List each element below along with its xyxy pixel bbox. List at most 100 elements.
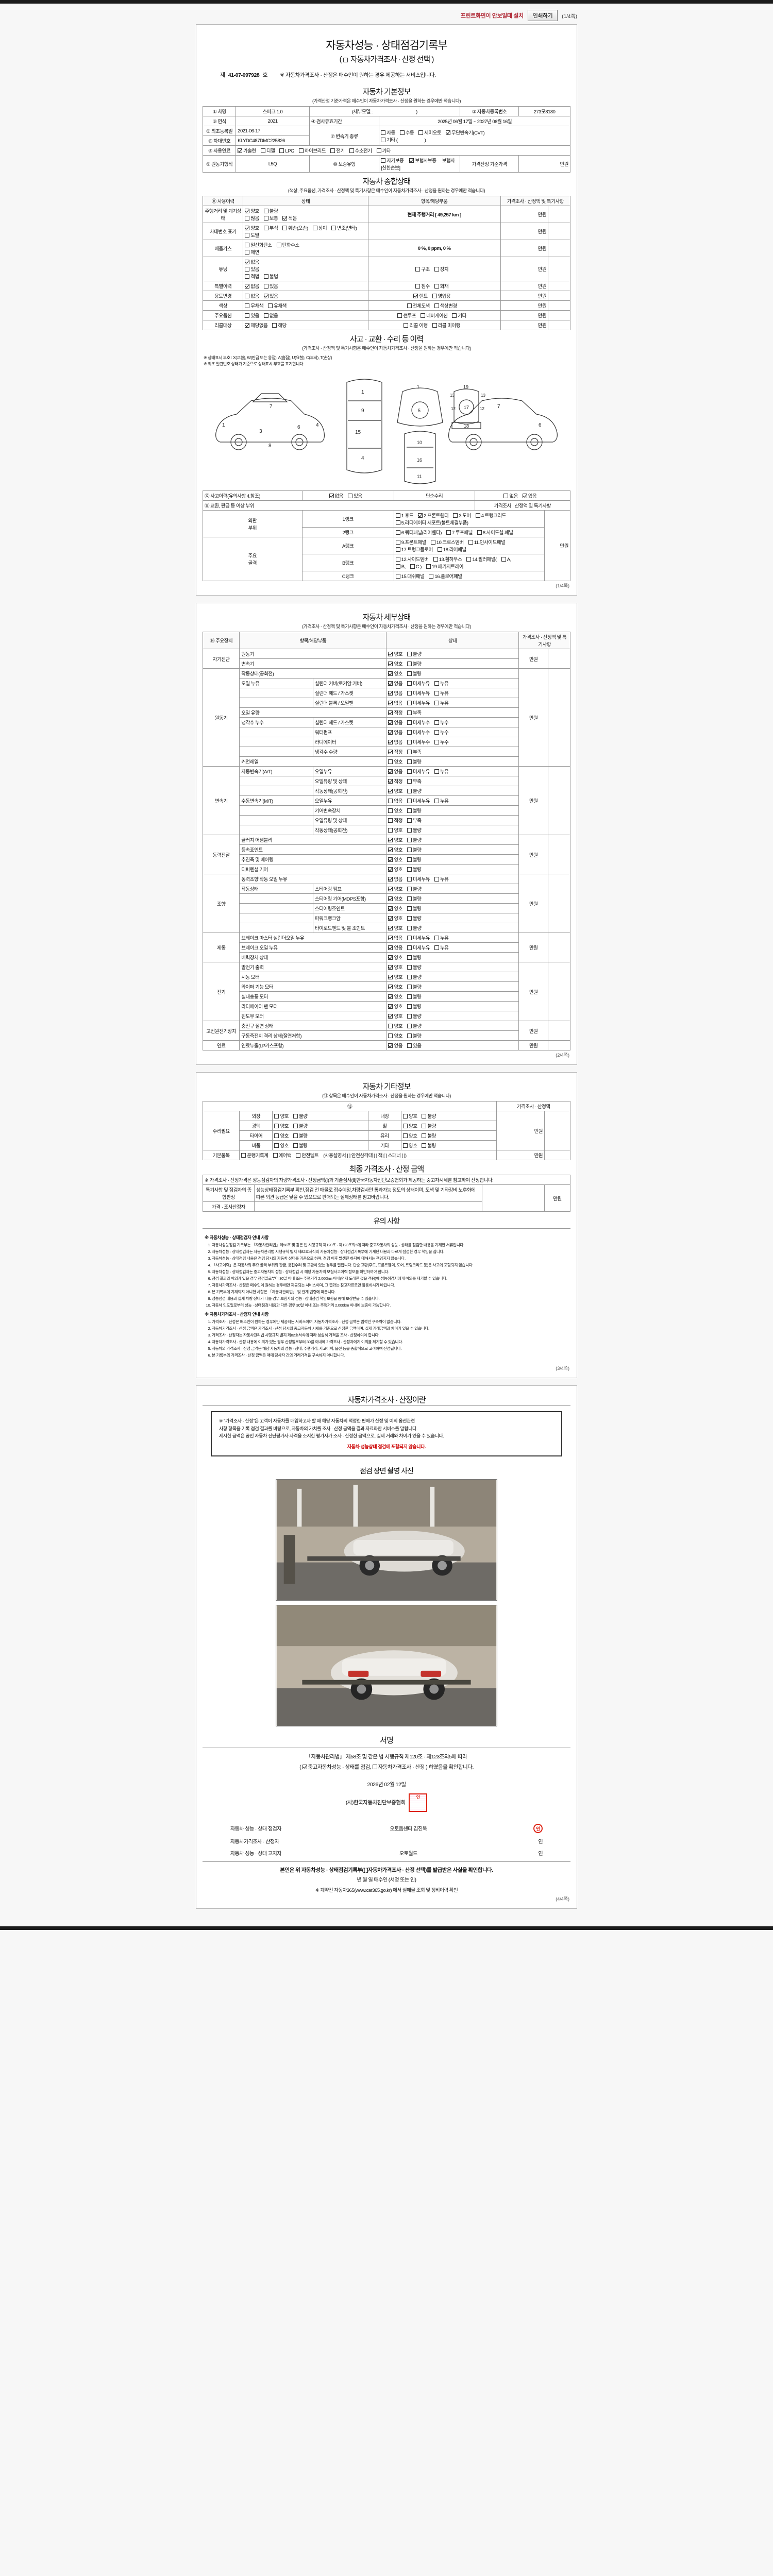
detail-2-1-1-checkbox[interactable]: [407, 779, 412, 784]
etc-a2-1-option[interactable]: 불량: [293, 1132, 308, 1139]
detail-1-8-0-option[interactable]: 적정: [388, 748, 402, 755]
detail-4-0-2-checkbox[interactable]: [434, 877, 439, 882]
detail-4-5-1-option[interactable]: 불량: [407, 924, 422, 931]
detail-2-5-1-option[interactable]: 부족: [407, 817, 422, 824]
detail-7-0-1-option[interactable]: 불량: [407, 1022, 422, 1029]
fuel-4-checkbox[interactable]: [330, 148, 335, 153]
detail-1-3-1-option[interactable]: 미세누유: [407, 699, 430, 706]
detail-2-0-0-checkbox[interactable]: [388, 769, 393, 774]
part-o1-1-option[interactable]: 7.루프패널: [446, 529, 473, 536]
accident-history-1-option[interactable]: 있음: [348, 492, 362, 499]
detail-2-3-1-checkbox[interactable]: [407, 799, 412, 803]
overall-item-6-1-option[interactable]: 색상변경: [434, 302, 457, 309]
detail-3-1-1-checkbox[interactable]: [407, 848, 412, 852]
transmission-2-option[interactable]: 세미오토: [418, 129, 442, 136]
detail-6-0-0-option[interactable]: 양호: [388, 963, 402, 971]
detail-4-2-0-checkbox[interactable]: [388, 896, 393, 901]
accident-history-1-checkbox[interactable]: [348, 494, 353, 498]
detail-5-0-0-checkbox[interactable]: [388, 936, 393, 940]
overall-1-4-option[interactable]: 변조(변타): [331, 224, 357, 231]
fuel-5-checkbox[interactable]: [349, 148, 354, 153]
etc-a2-0-option[interactable]: 양호: [274, 1132, 289, 1139]
overall-item-7-0-checkbox[interactable]: [397, 313, 402, 318]
overall-item-3-1-option[interactable]: 장치: [434, 265, 449, 273]
detail-2-5-0-option[interactable]: 적정: [388, 817, 402, 824]
detail-2-4-0-option[interactable]: 양호: [388, 807, 402, 814]
detail-6-4-0-option[interactable]: 양호: [388, 1003, 402, 1010]
detail-3-0-1-option[interactable]: 불량: [407, 836, 422, 843]
detail-4-4-0-checkbox[interactable]: [388, 916, 393, 921]
overall-item-5-0-checkbox[interactable]: [413, 294, 418, 298]
detail-2-5-1-checkbox[interactable]: [407, 818, 412, 823]
detail-1-9-0-checkbox[interactable]: [388, 759, 393, 764]
detail-6-4-1-option[interactable]: 불량: [407, 1003, 422, 1010]
transmission-other-option[interactable]: 기타 ( ): [381, 136, 426, 143]
detail-6-1-1-option[interactable]: 불량: [407, 973, 422, 980]
detail-6-0-1-option[interactable]: 불량: [407, 963, 422, 971]
etc-a0-0-option[interactable]: 양호: [274, 1112, 289, 1120]
detail-2-0-0-option[interactable]: 없음: [388, 768, 402, 775]
overall-1-1-checkbox[interactable]: [263, 226, 268, 230]
etc-b0-0-option[interactable]: 양호: [402, 1112, 417, 1120]
base-item-1-checkbox[interactable]: [273, 1153, 278, 1158]
detail-3-2-1-checkbox[interactable]: [407, 857, 412, 862]
overall-item-3-0-option[interactable]: 구조: [415, 265, 430, 273]
part-f0-2-option[interactable]: 11.인사이드패널: [468, 538, 506, 546]
overall-1-5-checkbox[interactable]: [245, 233, 250, 238]
simple-repair-0-option[interactable]: 없음: [503, 492, 518, 499]
part-o1-1-checkbox[interactable]: [446, 530, 451, 535]
transmission-3-checkbox[interactable]: [446, 130, 451, 135]
detail-2-4-1-option[interactable]: 불량: [407, 807, 422, 814]
part-f1-2-option[interactable]: 19.패키지트레이: [426, 563, 464, 570]
overall-0-0-checkbox[interactable]: [245, 209, 250, 213]
part-f0-0-checkbox[interactable]: [395, 547, 400, 552]
transmission-2-checkbox[interactable]: [418, 130, 424, 135]
part-f0-1-checkbox[interactable]: [437, 547, 442, 552]
detail-7-1-0-option[interactable]: 양호: [388, 1032, 402, 1039]
detail-8-0-0-option[interactable]: 없음: [388, 1042, 402, 1049]
fuel-2-option[interactable]: LPG: [279, 148, 294, 154]
detail-1-3-0-option[interactable]: 없음: [388, 699, 402, 706]
detail-6-1-0-checkbox[interactable]: [388, 975, 393, 979]
detail-6-5-1-option[interactable]: 불량: [407, 1012, 422, 1020]
detail-4-4-1-checkbox[interactable]: [407, 916, 412, 921]
etc-a1-1-option[interactable]: 불량: [293, 1122, 308, 1129]
detail-1-2-2-checkbox[interactable]: [434, 691, 439, 696]
fuel-0-checkbox[interactable]: [238, 148, 243, 153]
overall-0-0-option[interactable]: 양호: [245, 207, 259, 214]
overall-item-4-0-option[interactable]: 침수: [415, 282, 430, 290]
detail-1-4-1-option[interactable]: 부족: [407, 709, 422, 716]
detail-1-3-2-option[interactable]: 누유: [434, 699, 449, 706]
overall-2-0-option[interactable]: 매연: [245, 248, 259, 256]
detail-2-3-2-checkbox[interactable]: [434, 799, 439, 803]
confirm-price-checkbox[interactable]: [372, 1764, 377, 1769]
accident-history-0-checkbox[interactable]: [329, 494, 334, 498]
etc-b3-1-checkbox[interactable]: [422, 1143, 427, 1148]
part-o0-0-checkbox[interactable]: [395, 513, 400, 518]
detail-4-1-1-option[interactable]: 불량: [407, 885, 422, 892]
overall-6-0-option[interactable]: 무채색: [245, 302, 264, 309]
detail-1-6-0-option[interactable]: 없음: [388, 728, 402, 736]
detail-1-2-2-option[interactable]: 누유: [434, 689, 449, 697]
transmission-0-option[interactable]: 자동: [381, 129, 395, 136]
etc-b1-1-option[interactable]: 불량: [422, 1122, 436, 1129]
overall-3-0-checkbox[interactable]: [245, 260, 250, 264]
detail-7-0-0-checkbox[interactable]: [388, 1024, 393, 1028]
overall-8-0-option[interactable]: 해당없음: [245, 321, 268, 329]
detail-1-0-1-option[interactable]: 불량: [407, 670, 422, 677]
detail-1-2-0-checkbox[interactable]: [388, 691, 393, 696]
detail-4-4-1-option[interactable]: 불량: [407, 914, 422, 922]
overall-1-1-option[interactable]: 부식: [263, 224, 278, 231]
etc-a0-1-option[interactable]: 불량: [293, 1112, 308, 1120]
detail-2-3-1-option[interactable]: 미세누유: [407, 797, 430, 804]
detail-3-2-0-checkbox[interactable]: [388, 857, 393, 862]
detail-6-0-1-checkbox[interactable]: [407, 965, 412, 970]
overall-5-1-checkbox[interactable]: [263, 294, 268, 298]
part-o0-3-option[interactable]: 4.트렁크리드: [475, 512, 506, 519]
detail-6-5-1-checkbox[interactable]: [407, 1014, 412, 1019]
detail-1-8-1-option[interactable]: 부족: [407, 748, 422, 755]
detail-1-3-0-checkbox[interactable]: [388, 701, 393, 705]
transmission-other-checkbox[interactable]: [381, 137, 386, 142]
warranty-self-checkbox[interactable]: [381, 158, 386, 163]
part-f1-1-option[interactable]: C ): [410, 564, 422, 570]
